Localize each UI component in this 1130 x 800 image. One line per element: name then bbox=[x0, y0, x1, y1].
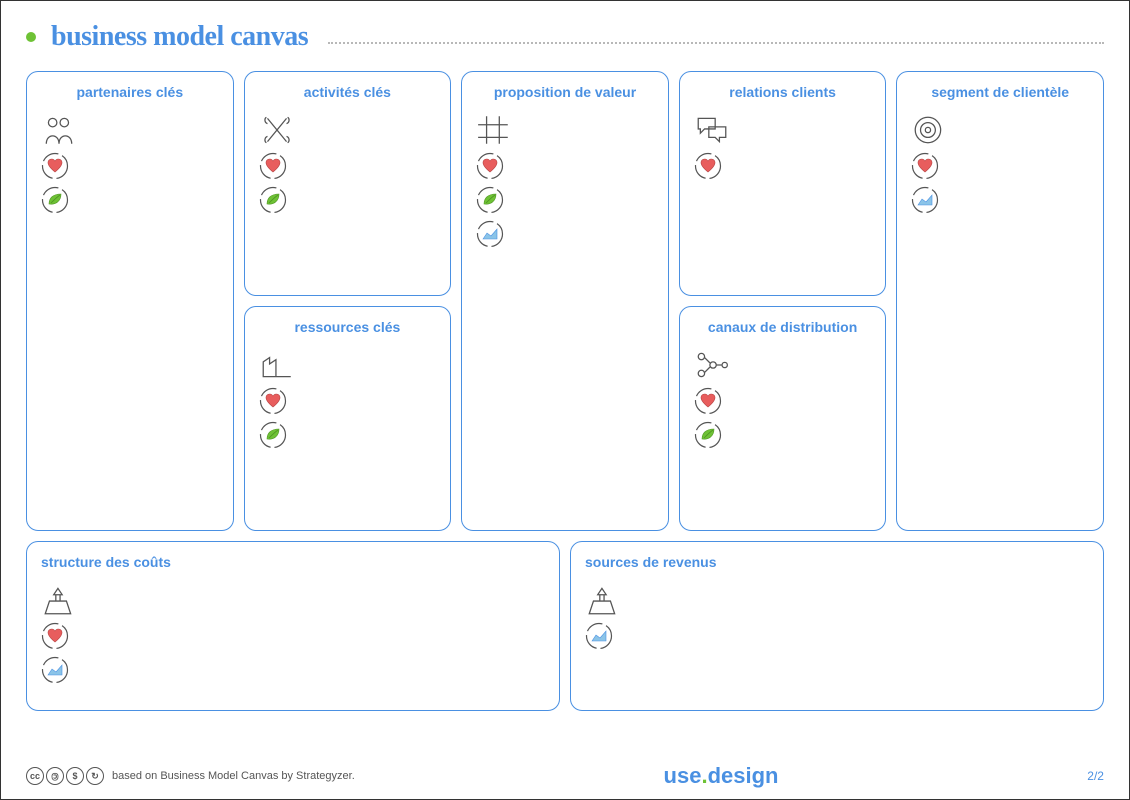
heart-badge-icon bbox=[41, 152, 69, 180]
network-icon bbox=[694, 349, 730, 381]
header: business model canvas bbox=[26, 21, 1104, 53]
block-title: proposition de valeur bbox=[476, 84, 654, 100]
chat-icon bbox=[694, 114, 730, 146]
leaf-badge-icon bbox=[41, 186, 69, 214]
attribution-text: based on Business Model Canvas by Strate… bbox=[112, 770, 355, 782]
block-value: proposition de valeur bbox=[461, 71, 669, 531]
tools-icon bbox=[259, 114, 295, 146]
factory-icon bbox=[259, 349, 295, 381]
cc-sa-icon: ↻ bbox=[86, 767, 104, 785]
cc-by-icon: 🄯 bbox=[46, 767, 64, 785]
chart-badge-icon bbox=[476, 220, 504, 248]
block-title: sources de revenus bbox=[585, 554, 1089, 570]
heart-badge-icon bbox=[476, 152, 504, 180]
heart-badge-icon bbox=[911, 152, 939, 180]
chart-badge-icon bbox=[585, 622, 613, 650]
leaf-badge-icon bbox=[476, 186, 504, 214]
block-title: activités clés bbox=[259, 84, 437, 100]
block-title: canaux de distribution bbox=[694, 319, 872, 335]
block-segments: segment de clientèle bbox=[896, 71, 1104, 531]
dotted-line bbox=[328, 42, 1104, 44]
block-activities: activités clés bbox=[244, 71, 452, 296]
canvas-top-grid: partenaires clés activités clés proposit… bbox=[26, 71, 1104, 531]
block-channels: canaux de distribution bbox=[679, 306, 887, 531]
footer-left: cc 🄯 $ ↻ based on Business Model Canvas … bbox=[26, 767, 355, 785]
weight-icon bbox=[41, 584, 77, 616]
block-title: segment de clientèle bbox=[911, 84, 1089, 100]
page-title: business model canvas bbox=[51, 21, 308, 53]
chart-badge-icon bbox=[911, 186, 939, 214]
heart-badge-icon bbox=[259, 152, 287, 180]
block-revenue: sources de revenus bbox=[570, 541, 1104, 711]
block-resources: ressources clés bbox=[244, 306, 452, 531]
heart-badge-icon bbox=[41, 622, 69, 650]
block-title: ressources clés bbox=[259, 319, 437, 335]
grid-icon bbox=[476, 114, 512, 146]
leaf-badge-icon bbox=[259, 186, 287, 214]
block-title: relations clients bbox=[694, 84, 872, 100]
chart-badge-icon bbox=[41, 656, 69, 684]
brand-suffix: design bbox=[708, 763, 779, 788]
leaf-badge-icon bbox=[259, 421, 287, 449]
brand-logo: use.design bbox=[664, 763, 779, 789]
block-relations: relations clients bbox=[679, 71, 887, 296]
people-icon bbox=[41, 114, 77, 146]
brand-prefix: use bbox=[664, 763, 702, 788]
heart-badge-icon bbox=[259, 387, 287, 415]
target-icon bbox=[911, 114, 947, 146]
footer: cc 🄯 $ ↻ based on Business Model Canvas … bbox=[26, 763, 1104, 789]
heart-badge-icon bbox=[694, 387, 722, 415]
block-costs: structure des coûts bbox=[26, 541, 560, 711]
leaf-badge-icon bbox=[694, 421, 722, 449]
heart-badge-icon bbox=[694, 152, 722, 180]
cc-icon: cc bbox=[26, 767, 44, 785]
weight-icon bbox=[585, 584, 621, 616]
canvas-bottom-grid: structure des coûts sources de revenus bbox=[26, 541, 1104, 711]
page-number: 2/2 bbox=[1087, 769, 1104, 783]
block-partners: partenaires clés bbox=[26, 71, 234, 531]
block-title: structure des coûts bbox=[41, 554, 545, 570]
cc-nc-icon: $ bbox=[66, 767, 84, 785]
block-title: partenaires clés bbox=[41, 84, 219, 100]
accent-dot-icon bbox=[26, 32, 36, 42]
